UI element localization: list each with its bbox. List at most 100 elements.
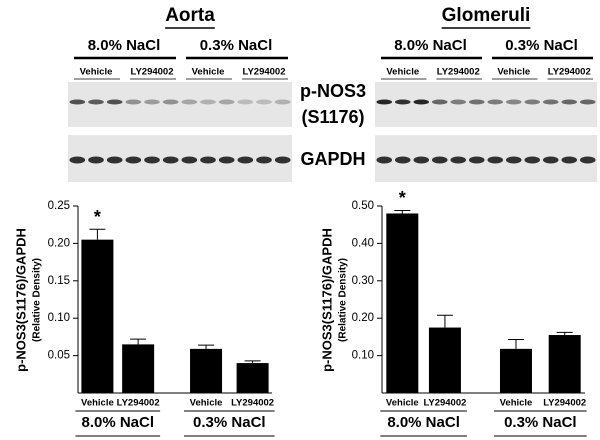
x-tick-label: LY294002 (543, 398, 586, 409)
blot-band (274, 99, 291, 105)
blot-band (256, 156, 272, 164)
blot-band (274, 156, 291, 164)
blot-band (125, 156, 142, 164)
y-tick-label: 0.25 (48, 200, 70, 212)
blot-band (505, 99, 522, 105)
group-label: 0.3% NaCl (505, 37, 578, 54)
blot-image (68, 82, 292, 127)
blot-band (181, 99, 198, 105)
blot-band (69, 99, 86, 105)
blot-image (375, 82, 597, 127)
blot-band (144, 99, 160, 105)
y-axis-label: (Relative Density) (32, 258, 43, 342)
blot-band (376, 99, 393, 105)
blot-band (450, 99, 467, 105)
y-tick-label: 0.50 (352, 200, 374, 212)
blot-band (181, 156, 198, 164)
blot-band (88, 99, 104, 105)
panel-title: Aorta (165, 5, 215, 26)
significance-mark: * (94, 207, 101, 227)
group-label: 0.3% NaCl (193, 414, 266, 431)
group-label: 8.0% NaCl (387, 414, 460, 431)
blot-band (106, 156, 123, 164)
x-tick-label: LY294002 (231, 398, 274, 409)
lane-label: LY294002 (548, 67, 591, 78)
blot-band (237, 99, 254, 105)
blot-band (69, 156, 86, 164)
blot-band (524, 156, 541, 164)
blot-band (431, 156, 448, 164)
x-tick-label: LY294002 (423, 398, 466, 409)
y-tick-label: 0.20 (352, 312, 374, 324)
x-tick-label: Vehicle (190, 398, 223, 409)
blot-band (394, 156, 411, 164)
blot-band (561, 99, 578, 105)
lane-label: LY294002 (437, 67, 480, 78)
y-axis-label: p-NOS3(S1176)/GAPDH (319, 228, 334, 372)
blot-row-label: GAPDH (300, 149, 365, 169)
blot-band (468, 99, 485, 105)
x-tick-label: Vehicle (386, 398, 419, 409)
panel-title: Glomeruli (442, 5, 531, 26)
lane-label: LY294002 (243, 67, 286, 78)
blot-band (505, 156, 522, 164)
blot-band (579, 99, 596, 105)
blot-band (579, 156, 596, 164)
blot-band (200, 99, 216, 105)
y-tick-label: 0.15 (48, 275, 70, 287)
y-tick-label: 0.30 (352, 275, 374, 287)
blot-band (413, 156, 430, 164)
blot-band (468, 156, 485, 164)
bar (190, 348, 223, 393)
blot-band (450, 156, 467, 164)
bar (499, 348, 532, 393)
blot-band (542, 99, 559, 105)
blot-band (431, 99, 448, 105)
bar (548, 335, 581, 393)
blot-band (237, 156, 254, 164)
x-tick-label: LY294002 (117, 398, 160, 409)
y-tick-label: 0.20 (48, 237, 70, 249)
blot-row-label: (S1176) (301, 107, 364, 127)
blot-band (487, 99, 504, 105)
bar (236, 363, 269, 393)
blot-image (68, 135, 292, 182)
lane-label: Vehicle (386, 67, 419, 78)
blot-band (218, 156, 235, 164)
blot-band (542, 156, 559, 164)
blot-band (144, 156, 160, 164)
lane-label: LY294002 (131, 67, 174, 78)
blot-band (200, 156, 216, 164)
blot-band (256, 99, 272, 105)
y-tick-label: 0.40 (352, 237, 374, 249)
blot-band (106, 99, 123, 105)
blot-row-label: p-NOS3 (300, 81, 366, 101)
y-tick-label: 0.10 (352, 350, 374, 362)
group-label: 8.0% NaCl (81, 414, 154, 431)
blot-band (524, 99, 541, 105)
bar (81, 239, 114, 393)
y-axis-label: (Relative Density) (338, 258, 349, 342)
group-label: 0.3% NaCl (200, 37, 273, 54)
group-label: 8.0% NaCl (394, 37, 467, 54)
blot-band (561, 156, 578, 164)
blot-band (376, 156, 393, 164)
x-tick-label: Vehicle (81, 398, 114, 409)
blot-band (394, 99, 411, 105)
blot-band (413, 99, 430, 105)
blot-band (162, 156, 179, 164)
blot-band (125, 99, 142, 105)
bar (428, 327, 461, 393)
significance-mark: * (399, 188, 406, 208)
y-axis-label: p-NOS3(S1176)/GAPDH (13, 228, 28, 372)
y-tick-label: 0.05 (48, 350, 70, 362)
bar (122, 344, 155, 393)
x-tick-label: Vehicle (500, 398, 533, 409)
y-tick-label: 0.10 (48, 312, 70, 324)
blot-band (218, 99, 235, 105)
lane-label: Vehicle (192, 67, 225, 78)
blot-band (88, 156, 104, 164)
lane-label: Vehicle (80, 67, 113, 78)
group-label: 8.0% NaCl (88, 37, 161, 54)
